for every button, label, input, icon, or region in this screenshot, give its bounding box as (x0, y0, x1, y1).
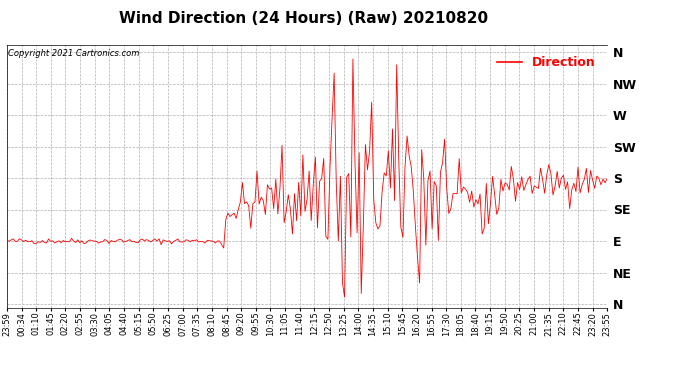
Text: Copyright 2021 Cartronics.com: Copyright 2021 Cartronics.com (8, 49, 139, 58)
Text: Wind Direction (24 Hours) (Raw) 20210820: Wind Direction (24 Hours) (Raw) 20210820 (119, 11, 488, 26)
Legend: Direction: Direction (492, 51, 601, 74)
